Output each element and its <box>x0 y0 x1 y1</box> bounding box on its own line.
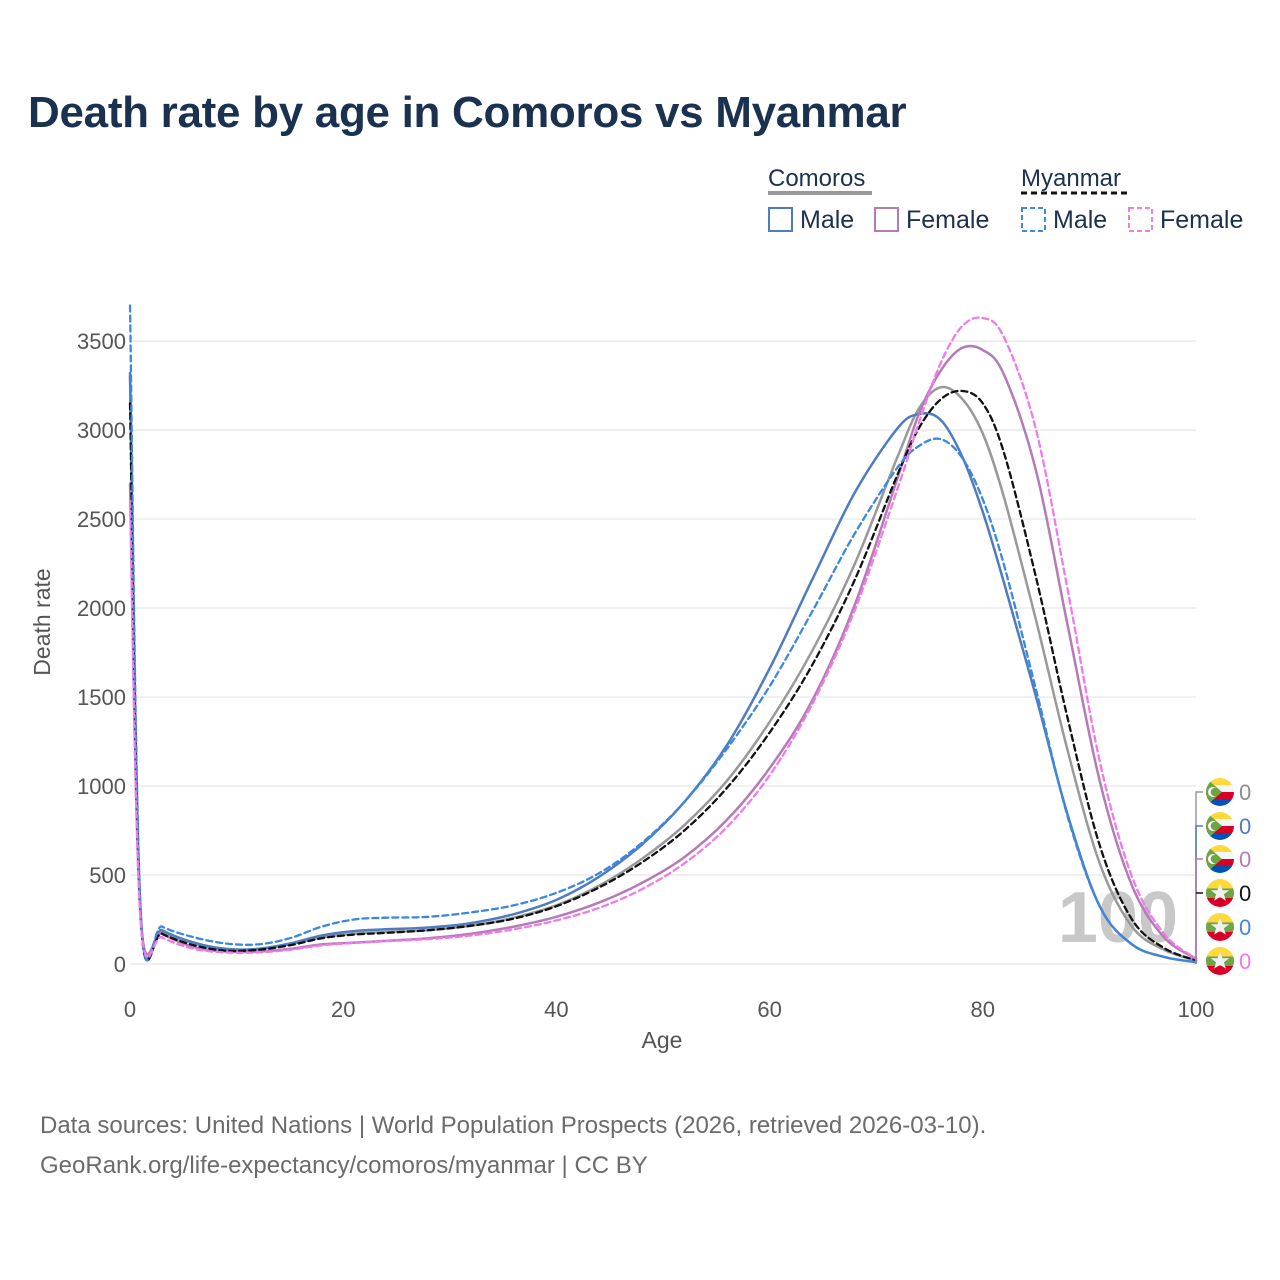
flag-myanmar-icon <box>1206 913 1234 941</box>
legend-label-myanmar-female[interactable]: Female <box>1160 206 1243 234</box>
end-value-comoros-1: 0 <box>1239 814 1251 839</box>
series-line-myanmar-female[interactable] <box>128 316 1198 960</box>
end-bracket-blue <box>1195 825 1203 964</box>
chart-title: Death rate by age in Comoros vs Myanmar <box>28 88 907 137</box>
series-line-comoros-total[interactable] <box>128 375 1198 962</box>
end-value-myanmar-3: 0 <box>1239 881 1251 906</box>
y-tick-label-3500: 3500 <box>77 329 126 354</box>
legend-swatch-comoros-male[interactable] <box>768 207 793 232</box>
legend-swatch-comoros-female[interactable] <box>874 207 899 232</box>
end-value-comoros-0: 0 <box>1239 780 1251 805</box>
series-line-myanmar-male[interactable] <box>128 304 1198 964</box>
flag-comoros-icon <box>1206 812 1234 840</box>
legend-swatch-myanmar-female[interactable] <box>1128 207 1153 232</box>
flag-comoros-icon <box>1206 778 1234 806</box>
flag-myanmar-icon <box>1206 947 1234 975</box>
y-axis-title: Death rate <box>29 568 55 675</box>
x-tick-label-0: 0 <box>124 997 136 1022</box>
legend-country-myanmar: Myanmar <box>1021 165 1121 192</box>
legend-label-comoros-male[interactable]: Male <box>800 206 854 234</box>
y-axis-ticks: 0 500 1000 1500 2000 2500 3000 3500 <box>77 329 126 977</box>
series-lines <box>128 304 1198 964</box>
legend-swatch-myanmar-male[interactable] <box>1021 207 1046 232</box>
end-value-myanmar-4: 0 <box>1239 915 1251 940</box>
x-axis-ticks: 0 20 40 60 80 100 <box>124 997 1214 1022</box>
end-bracket-purple <box>1195 858 1203 964</box>
x-tick-label-80: 80 <box>971 997 995 1022</box>
x-tick-label-40: 40 <box>544 997 568 1022</box>
legend-label-myanmar-male[interactable]: Male <box>1053 206 1107 234</box>
flag-comoros-icon <box>1206 845 1234 873</box>
x-tick-label-60: 60 <box>757 997 781 1022</box>
series-line-comoros-female[interactable] <box>128 344 1198 960</box>
data-sources: Data sources: United Nations | World Pop… <box>40 1106 986 1186</box>
legend-label-comoros-female[interactable]: Female <box>906 206 989 234</box>
flag-myanmar-icon <box>1206 879 1234 907</box>
y-tick-label-1000: 1000 <box>77 774 126 799</box>
legend-country-comoros: Comoros <box>768 165 865 192</box>
y-tick-label-2000: 2000 <box>77 596 126 621</box>
series-line-myanmar-total[interactable] <box>128 389 1198 962</box>
series-line-comoros-male[interactable] <box>128 371 1198 964</box>
end-bracket-gray <box>1195 791 1203 964</box>
y-tick-label-3000: 3000 <box>77 418 126 443</box>
sources-line-2[interactable]: GeoRank.org/life-expectancy/comoros/myan… <box>40 1152 648 1179</box>
x-tick-label-20: 20 <box>331 997 355 1022</box>
x-tick-label-100: 100 <box>1178 997 1215 1022</box>
end-value-comoros-2: 0 <box>1239 847 1251 872</box>
grid-lines <box>130 340 1196 965</box>
y-tick-label-2500: 2500 <box>77 507 126 532</box>
y-tick-label-0: 0 <box>114 952 126 977</box>
end-value-myanmar-5: 0 <box>1239 949 1251 974</box>
legend: Comoros Myanmar Male Female Male Female <box>768 165 1243 234</box>
y-tick-label-500: 500 <box>89 863 126 888</box>
y-tick-label-1500: 1500 <box>77 685 126 710</box>
x-axis-title: Age <box>642 1027 683 1053</box>
sources-line-1: Data sources: United Nations | World Pop… <box>40 1112 987 1139</box>
end-markers: 0 0 0 0 0 0 <box>1195 778 1251 975</box>
